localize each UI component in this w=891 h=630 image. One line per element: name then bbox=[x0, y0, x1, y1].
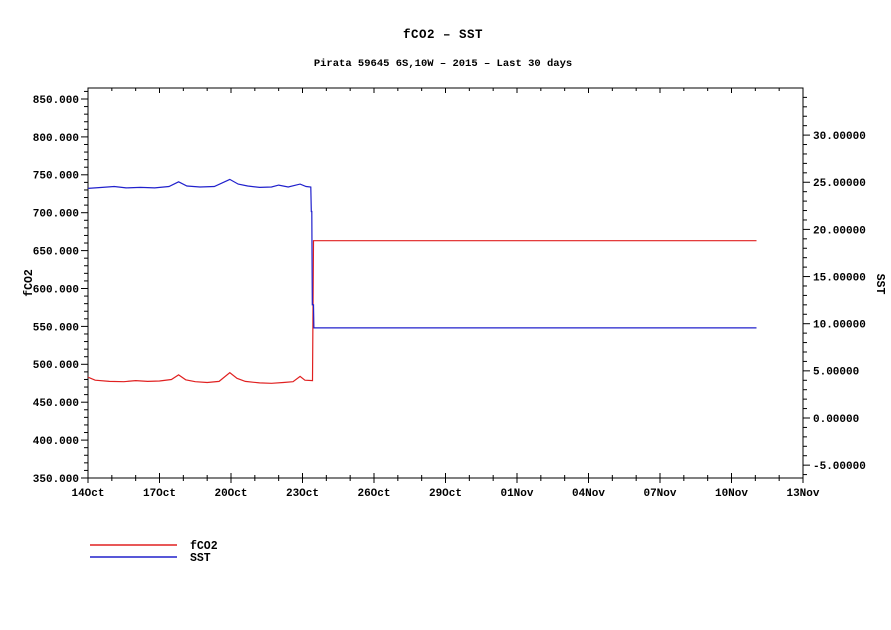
y-left-tick-label: 350.000 bbox=[33, 474, 79, 486]
y-right-tick-label: 5.00000 bbox=[813, 367, 859, 379]
y-left-tick-label: 750.000 bbox=[33, 171, 79, 183]
x-tick-label: 20Oct bbox=[214, 488, 247, 500]
y-left-tick-label: 400.000 bbox=[33, 436, 79, 448]
left-axis-title: fCO2 bbox=[23, 269, 36, 297]
axis-tick-labels: 14Oct 17Oct 20Oct 23Oct 26Oct 29Oct 01Nov 04Nov… bbox=[33, 95, 866, 500]
x-tick-label: 14Oct bbox=[71, 488, 104, 500]
chart-title: fCO2 – SST bbox=[403, 28, 483, 42]
x-tick-label: 07Nov bbox=[643, 488, 676, 500]
legend: fCO2 SST bbox=[90, 540, 218, 565]
y-right-tick-label: 0.00000 bbox=[813, 414, 859, 426]
y-right-tick-label: -5.00000 bbox=[813, 461, 866, 473]
right-axis-title: SST bbox=[873, 274, 886, 295]
y-left-tick-label: 550.000 bbox=[33, 322, 79, 334]
y-left-tick-label: 800.000 bbox=[33, 133, 79, 145]
y-left-tick-label: 500.000 bbox=[33, 360, 79, 372]
legend-label-sst: SST bbox=[190, 552, 211, 565]
x-tick-label: 04Nov bbox=[572, 488, 605, 500]
series-fco2-line bbox=[87, 240, 757, 384]
x-tick-label: 10Nov bbox=[715, 488, 748, 500]
y-right-tick-label: 10.00000 bbox=[813, 320, 866, 332]
y-left-tick-label: 450.000 bbox=[33, 398, 79, 410]
x-tick-label: 23Oct bbox=[286, 488, 319, 500]
plot-frame bbox=[87, 87, 804, 479]
y-right-tick-label: 15.00000 bbox=[813, 272, 866, 284]
axis-ticks bbox=[81, 88, 810, 483]
y-left-tick-label: 600.000 bbox=[33, 284, 79, 296]
x-tick-label: 13Nov bbox=[786, 488, 819, 500]
y-right-tick-label: 25.00000 bbox=[813, 178, 866, 190]
y-right-tick-label: 30.00000 bbox=[813, 131, 866, 143]
x-tick-label: 17Oct bbox=[143, 488, 176, 500]
y-left-tick-label: 650.000 bbox=[33, 246, 79, 258]
x-tick-label: 26Oct bbox=[357, 488, 390, 500]
legend-label-fco2: fCO2 bbox=[190, 540, 218, 553]
series-sst-line bbox=[87, 178, 757, 329]
x-tick-label: 29Oct bbox=[429, 488, 462, 500]
chart-subtitle: Pirata 59645 6S,10W – 2015 – Last 30 day… bbox=[314, 58, 572, 70]
y-right-tick-label: 20.00000 bbox=[813, 225, 866, 237]
y-left-tick-label: 700.000 bbox=[33, 209, 79, 221]
x-tick-label: 01Nov bbox=[500, 488, 533, 500]
plot-area bbox=[87, 178, 757, 384]
y-left-tick-label: 850.000 bbox=[33, 95, 79, 107]
